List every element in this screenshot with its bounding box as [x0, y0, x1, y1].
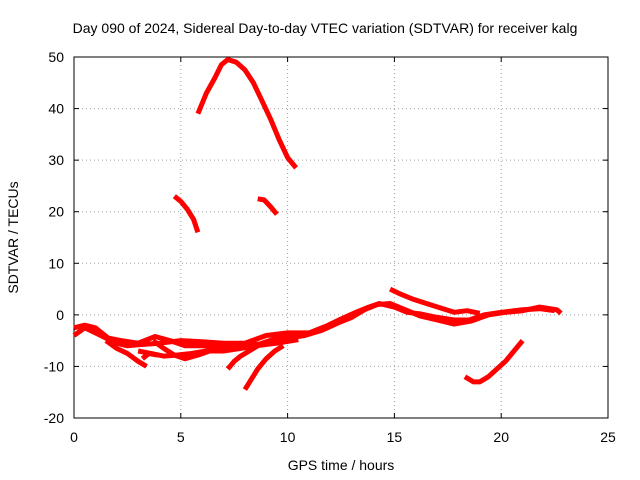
- y-tick-label: -10: [44, 358, 64, 374]
- series-arc-mid-b: [257, 196, 279, 216]
- series-band-low-1: [104, 338, 148, 369]
- y-tick-label: 40: [48, 101, 64, 117]
- grid: [74, 57, 608, 418]
- axis-ticks: 0 5 10 15 20 25 -20 -10 0 10 20 30 40 50: [44, 49, 616, 445]
- y-tick-label: -20: [44, 410, 64, 426]
- x-tick-label: 25: [600, 429, 616, 445]
- y-tick-label: 50: [48, 49, 64, 65]
- y-tick-label: 30: [48, 152, 64, 168]
- series-arc-high: [195, 57, 299, 170]
- series-band-low-5: [225, 333, 293, 371]
- x-axis-label: GPS time / hours: [288, 457, 395, 473]
- chart-title: Day 090 of 2024, Sidereal Day-to-day VTE…: [73, 20, 578, 36]
- x-tick-label: 20: [493, 429, 509, 445]
- series-band-main-2: [73, 301, 563, 350]
- x-tick-label: 15: [387, 429, 403, 445]
- series-arc-mid-a: [172, 194, 201, 234]
- y-axis-label: SDTVAR / TECUs: [5, 181, 21, 293]
- x-tick-label: 0: [70, 429, 78, 445]
- x-tick-label: 10: [280, 429, 296, 445]
- y-tick-label: 20: [48, 204, 64, 220]
- series-group: [72, 57, 563, 391]
- y-tick-label: 0: [56, 307, 64, 323]
- series-arc-right-low: [463, 339, 525, 385]
- series-band-upper-right: [389, 286, 481, 316]
- x-tick-label: 5: [177, 429, 185, 445]
- y-tick-label: 10: [48, 255, 64, 271]
- plot-frame: [73, 56, 609, 419]
- series-dip-low: [242, 343, 285, 391]
